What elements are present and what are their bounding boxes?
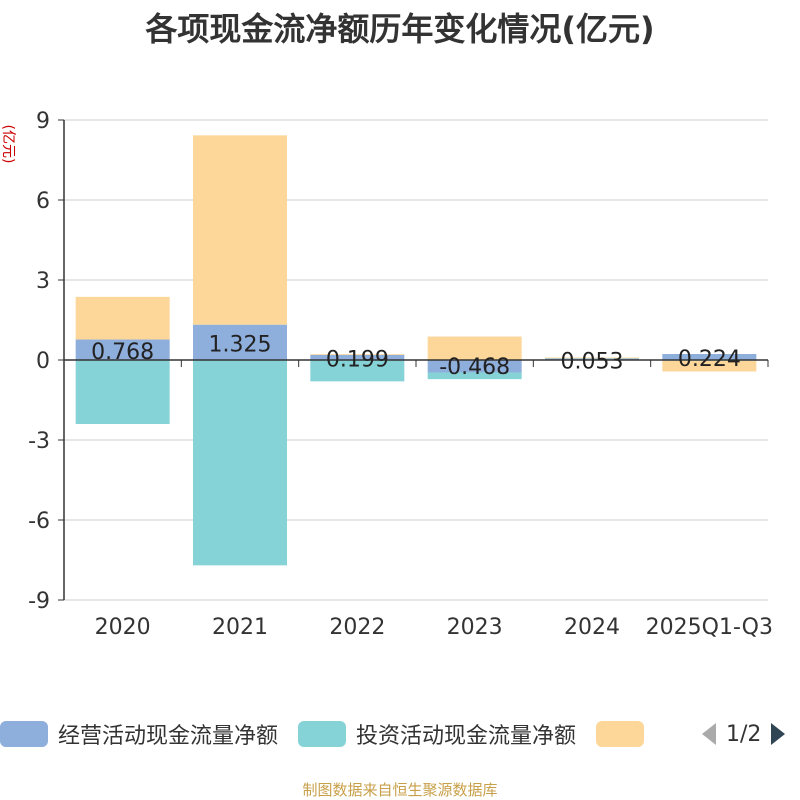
bar-series1-2023 (427, 372, 522, 380)
y-tick-label: -6 (28, 509, 50, 534)
bar-series2-2023 (427, 336, 522, 360)
legend-swatch-financing (596, 721, 645, 747)
y-tick-label: 3 (36, 269, 50, 294)
legend-swatch-operating (0, 721, 48, 747)
x-tick-label: 2022 (329, 615, 385, 640)
x-tick-label: 2021 (212, 615, 268, 640)
data-label: 0.224 (678, 347, 741, 372)
bar-series0-2021 (193, 324, 287, 360)
data-label: 0.768 (91, 340, 154, 365)
bar-series0-2022 (310, 354, 405, 360)
x-tick-label: 2024 (564, 615, 620, 640)
legend-item-financing[interactable] (596, 721, 654, 747)
bar-series2-2025Q1-Q3 (662, 360, 757, 372)
x-tick-label: 2020 (95, 615, 151, 640)
x-tick-label: 2023 (447, 615, 503, 640)
legend-item-investing[interactable]: 投资活动现金流量净额 (298, 718, 576, 750)
y-tick-label: 6 (36, 189, 50, 214)
data-label: -0.468 (439, 355, 510, 380)
data-label: 1.325 (209, 332, 272, 357)
y-axis-label: (亿元) (0, 125, 16, 164)
bar-series0-2023 (427, 360, 522, 373)
legend-label-investing: 投资活动现金流量净额 (356, 724, 577, 749)
bar-series2-2020 (75, 296, 170, 340)
bar-series2-2022 (310, 354, 405, 355)
data-label: 0.053 (561, 349, 624, 374)
prev-page-icon[interactable] (700, 721, 718, 747)
bar-series1-2021 (193, 360, 287, 566)
legend-swatch-investing (298, 721, 347, 747)
bar-series2-2024 (545, 357, 639, 359)
bar-series0-2020 (75, 339, 170, 360)
bar-series1-2020 (75, 360, 170, 424)
y-tick-label: -3 (28, 429, 50, 454)
legend: 经营活动现金流量净额 投资活动现金流量净额 (0, 716, 674, 752)
page-indicator: 1/2 (726, 721, 762, 747)
y-tick-label: 0 (36, 349, 50, 374)
legend-pager: 1/2 (700, 716, 787, 752)
y-tick-label: 9 (36, 109, 50, 134)
y-tick-label: -9 (28, 589, 50, 614)
bar-series2-2021 (193, 135, 287, 325)
bar-series0-2025Q1-Q3 (662, 354, 757, 360)
x-tick-label: 2025Q1-Q3 (646, 615, 773, 640)
data-label: 0.199 (326, 347, 389, 372)
bar-series1-2022 (310, 360, 405, 382)
legend-item-operating[interactable]: 经营活动现金流量净额 (0, 718, 278, 750)
next-page-icon[interactable] (769, 721, 787, 747)
source-note: 制图数据来自恒生聚源数据库 (302, 781, 498, 799)
legend-label-operating: 经营活动现金流量净额 (58, 724, 279, 749)
chart-title: 各项现金流净额历年变化情况(亿元) (145, 10, 655, 48)
